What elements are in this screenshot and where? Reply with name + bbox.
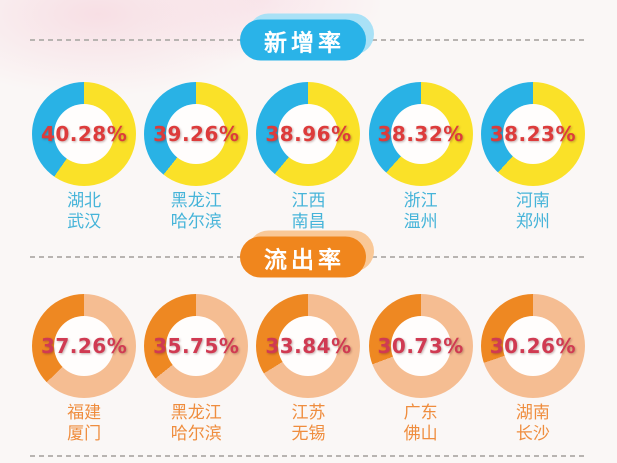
city-label: 黑龙江 哈尔滨 [171, 191, 222, 233]
donut-hole [502, 316, 563, 376]
city-label: 浙江 温州 [404, 191, 438, 233]
city-name: 长沙 [515, 424, 550, 444]
dashed-line [30, 455, 587, 457]
chart-zhejiang-wenzhou: 38.32% 浙江 温州 [365, 82, 477, 233]
donut-ring: 33.84% [256, 294, 361, 398]
donut-hole [278, 316, 339, 376]
region-name: 江苏 [291, 403, 326, 423]
city-label: 江苏 无锡 [291, 403, 325, 445]
percentage-value: 37.26% [40, 334, 128, 358]
city-name: 温州 [403, 212, 438, 232]
chart-heilongjiang-haerbin: 39.26% 黑龙江 哈尔滨 [140, 82, 252, 233]
chart-row-outflow-rate: 37.26% 福建 厦门 35.75% 黑龙江 哈尔滨 33.84% 江 [0, 294, 617, 445]
city-label: 河南 郑州 [516, 191, 550, 233]
chart-heilongjiang-haerbin-outflow: 35.75% 黑龙江 哈尔滨 [140, 294, 252, 445]
donut-ring: 37.26% [32, 294, 137, 398]
percentage-value: 30.26% [489, 334, 576, 358]
section-badge-outflow-rate: 流出率 [239, 236, 366, 278]
donut-hole [502, 104, 563, 164]
city-name: 哈尔滨 [170, 212, 222, 232]
donut-hole [166, 316, 227, 376]
donut-ring: 30.73% [368, 294, 473, 398]
percentage-value: 33.84% [265, 334, 352, 358]
city-label: 黑龙江 哈尔滨 [171, 403, 222, 445]
city-label: 福建 厦门 [67, 403, 101, 445]
section-badge-new-rate: 新增率 [239, 19, 366, 61]
city-name: 厦门 [67, 424, 102, 444]
region-name: 江西 [291, 191, 326, 211]
background-tint [0, 0, 280, 95]
city-name: 无锡 [291, 424, 326, 444]
region-name: 湖北 [67, 191, 102, 211]
city-label: 湖南 长沙 [516, 403, 550, 445]
percentage-value: 38.96% [265, 122, 352, 146]
chart-hubei-wuhan: 40.28% 湖北 武汉 [28, 82, 140, 233]
chart-guangdong-foshan: 30.73% 广东 佛山 [365, 294, 477, 445]
city-name: 郑州 [515, 212, 550, 232]
city-label: 广东 佛山 [404, 403, 438, 445]
chart-jiangsu-wuxi: 33.84% 江苏 无锡 [252, 294, 364, 445]
region-name: 广东 [403, 403, 438, 423]
chart-row-new-rate: 40.28% 湖北 武汉 39.26% 黑龙江 哈尔滨 38.96% 江 [0, 82, 617, 233]
city-label: 江西 南昌 [291, 191, 325, 233]
donut-hole [54, 104, 115, 164]
region-name: 黑龙江 [170, 191, 222, 211]
donut-ring: 30.26% [480, 294, 585, 398]
donut-ring: 38.23% [480, 82, 585, 186]
donut-hole [278, 104, 339, 164]
percentage-value: 35.75% [153, 334, 240, 358]
donut-ring: 38.32% [368, 82, 473, 186]
donut-hole [390, 104, 451, 164]
donut-ring: 35.75% [144, 294, 249, 398]
percentage-value: 38.32% [377, 122, 464, 146]
region-name: 福建 [67, 403, 102, 423]
donut-ring: 38.96% [256, 82, 361, 186]
donut-ring: 39.26% [144, 82, 249, 186]
city-name: 武汉 [67, 212, 102, 232]
city-name: 佛山 [403, 424, 438, 444]
chart-fujian-xiamen: 37.26% 福建 厦门 [28, 294, 140, 445]
city-label: 湖北 武汉 [67, 191, 101, 233]
region-name: 湖南 [515, 403, 550, 423]
donut-ring: 40.28% [32, 82, 137, 186]
city-name: 南昌 [291, 212, 326, 232]
city-name: 哈尔滨 [170, 424, 222, 444]
region-name: 黑龙江 [170, 403, 222, 423]
region-name: 浙江 [403, 191, 438, 211]
chart-henan-zhengzhou: 38.23% 河南 郑州 [477, 82, 589, 233]
chart-jiangxi-nanchang: 38.96% 江西 南昌 [252, 82, 364, 233]
percentage-value: 30.73% [377, 334, 464, 358]
percentage-value: 39.26% [153, 122, 240, 146]
chart-hunan-changsha: 30.26% 湖南 长沙 [477, 294, 589, 445]
percentage-value: 40.28% [40, 122, 128, 146]
donut-hole [390, 316, 451, 376]
donut-hole [166, 104, 227, 164]
percentage-value: 38.23% [489, 122, 576, 146]
region-name: 河南 [515, 191, 550, 211]
donut-hole [54, 316, 115, 376]
